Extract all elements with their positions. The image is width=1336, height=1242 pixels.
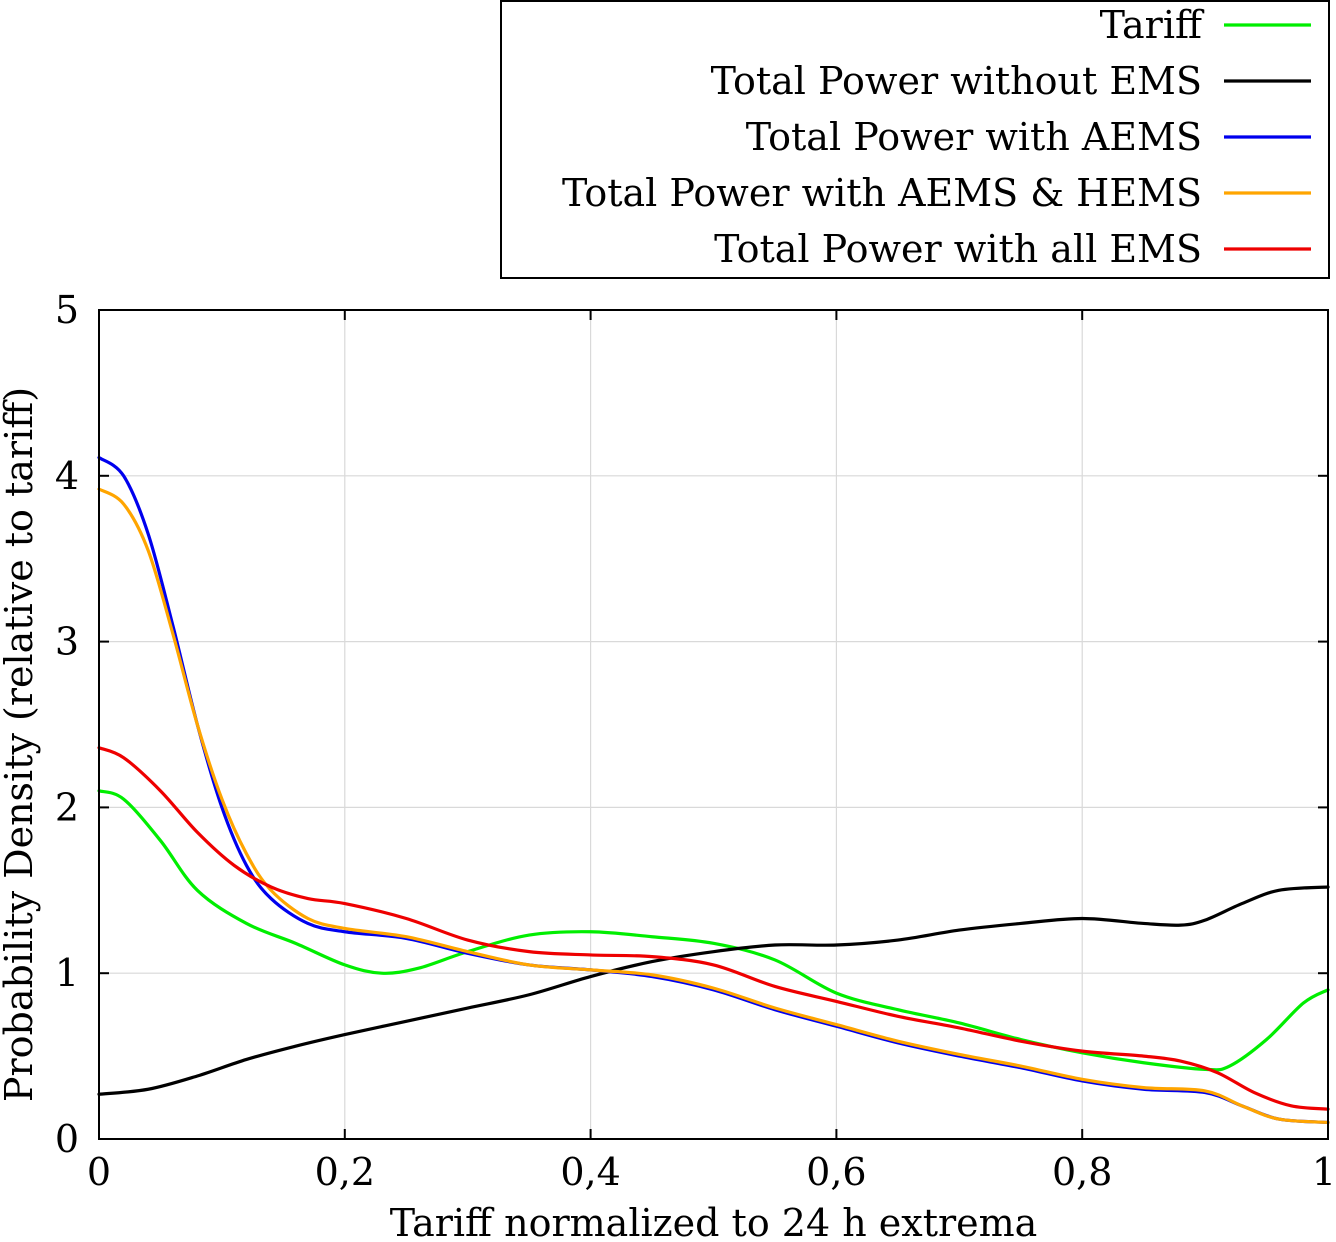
y-tick-label: 1	[55, 951, 79, 995]
y-tick-label: 2	[55, 785, 79, 829]
legend-box	[500, 0, 1330, 279]
x-tick-label: 0	[87, 1150, 111, 1194]
series-line-total-power-without-ems	[97, 885, 1330, 1096]
legend-label-total-power-with-all-ems: Total Power with all EMS	[714, 227, 1202, 271]
legend-label-total-power-without-ems: Total Power without EMS	[711, 59, 1202, 103]
series-line-total-power-with-all-ems	[97, 746, 1330, 1111]
x-tick-label: 1	[1312, 1150, 1336, 1194]
y-tick-label: 0	[55, 1117, 79, 1161]
legend: Tariff Total Power without EMS Total Power…	[500, 0, 1330, 279]
ticks: 0 0,2 0,4 0,6 0,8 1 0 1 2 3 4 5	[55, 288, 1336, 1194]
x-axis-title: Tariff normalized to 24 h extrema	[390, 1201, 1038, 1242]
series-line-total-power-with-aems	[97, 455, 1330, 1125]
y-axis-title: Probability Density (relative to tariff)	[0, 387, 41, 1102]
x-tick-label: 0,6	[806, 1150, 866, 1194]
legend-label-total-power-with-aems: Total Power with AEMS	[746, 115, 1202, 159]
series-line-total-power-with-aems-and-hems	[97, 487, 1330, 1125]
series-line-tariff	[97, 789, 1330, 1072]
y-tick-label: 5	[55, 288, 79, 332]
legend-label-tariff: Tariff	[1100, 3, 1205, 47]
y-tick-label: 4	[55, 454, 79, 498]
x-tick-label: 0,2	[315, 1150, 375, 1194]
x-tick-label: 0,4	[560, 1150, 620, 1194]
legend-label-total-power-with-aems-and-hems: Total Power with AEMS & HEMS	[562, 171, 1202, 215]
y-tick-label: 3	[55, 620, 79, 664]
plot-frame	[98, 309, 1329, 1140]
x-tick-label: 0,8	[1052, 1150, 1112, 1194]
grid	[99, 310, 1328, 1139]
series-lines	[97, 455, 1330, 1125]
